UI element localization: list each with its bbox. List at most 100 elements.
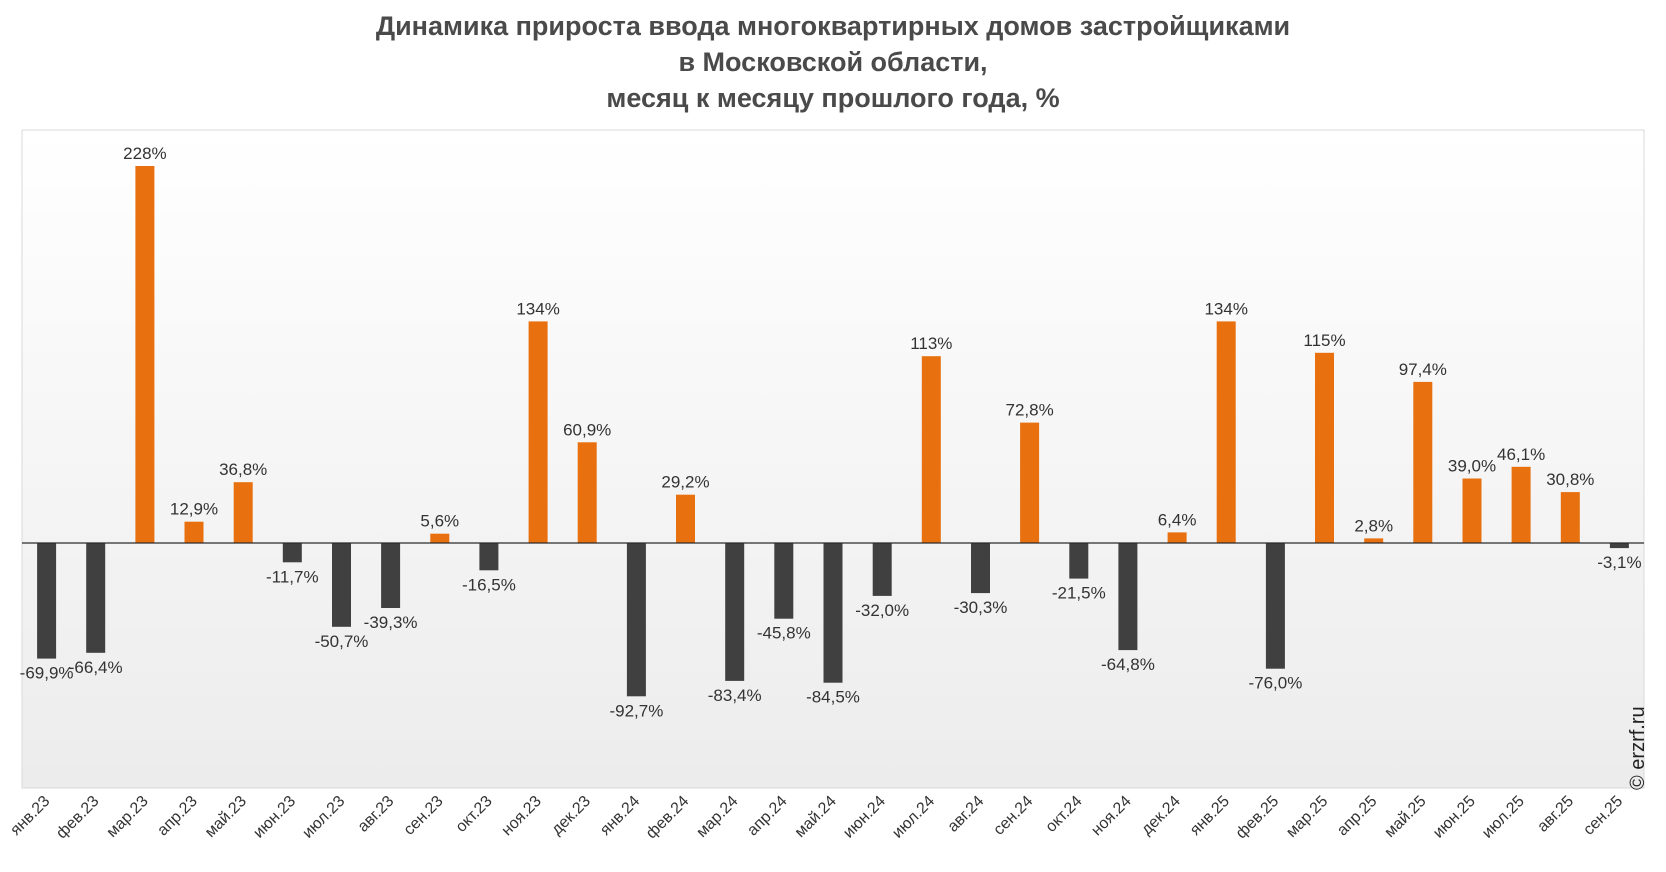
- x-tick-label-авг.24: авг.24: [945, 793, 988, 836]
- data-label-сен.23: 5,6%: [420, 512, 459, 531]
- data-label-июл.25: 46,1%: [1497, 445, 1545, 464]
- x-tick-label-янв.23: янв.23: [7, 793, 53, 839]
- bar-июн.23: [282, 543, 302, 563]
- data-label-апр.25: 2,8%: [1354, 516, 1393, 535]
- data-label-авг.25: 30,8%: [1546, 470, 1594, 489]
- x-tick-labels-layer: янв.23 фев.23 мар.23 апр.23 май.23 июн.23 июл.…: [7, 793, 1626, 842]
- bar-июл.24: [921, 356, 941, 543]
- bar-дек.24: [1167, 532, 1187, 543]
- bar-мар.25: [1315, 352, 1334, 543]
- x-tick-label-сен.25: сен.25: [1580, 793, 1626, 839]
- bar-сен.24: [1020, 422, 1040, 543]
- x-tick-label-июл.23: июл.23: [299, 793, 348, 842]
- chart-title-line-2: в Московской области,: [678, 47, 988, 77]
- watermark: © erzrf.ru: [1627, 706, 1649, 790]
- x-tick-label-фев.23: фев.23: [53, 793, 102, 842]
- bar-фев.23: [86, 543, 106, 653]
- x-tick-label-фев.25: фев.25: [1233, 793, 1282, 842]
- x-tick-label-мар.25: мар.25: [1283, 793, 1331, 841]
- bar-апр.24: [774, 543, 794, 619]
- bar-авг.25: [1560, 492, 1580, 543]
- data-label-ноя.23: 134%: [516, 299, 559, 318]
- x-tick-label-июн.24: июн.24: [840, 793, 889, 842]
- data-label-мар.25: 115%: [1303, 331, 1345, 350]
- x-tick-label-ноя.24: ноя.24: [1088, 793, 1134, 839]
- x-tick-label-мар.24: мар.24: [693, 793, 741, 841]
- data-label-авг.24: -30,3%: [954, 598, 1008, 617]
- bar-дек.23: [577, 442, 597, 543]
- bar-окт.23: [479, 543, 499, 571]
- chart-title: Динамика прироста ввода многоквартирных …: [0, 8, 1666, 116]
- data-label-дек.23: 60,9%: [563, 420, 611, 439]
- x-tick-label-авг.23: авг.23: [355, 793, 398, 836]
- x-tick-label-июл.24: июл.24: [889, 793, 938, 842]
- data-label-янв.24: -92,7%: [609, 701, 663, 720]
- bar-фев.24: [676, 494, 695, 543]
- data-label-фев.24: 29,2%: [661, 473, 709, 492]
- bar-июл.23: [332, 543, 351, 627]
- data-label-дек.24: 6,4%: [1158, 510, 1197, 529]
- bar-янв.24: [626, 543, 646, 697]
- bar-янв.23: [37, 543, 57, 659]
- bar-авг.23: [381, 543, 401, 608]
- x-tick-label-авг.25: авг.25: [1534, 793, 1577, 836]
- bar-июн.25: [1462, 478, 1482, 543]
- data-label-окт.24: -21,5%: [1052, 584, 1106, 603]
- x-tick-label-май.25: май.25: [1381, 793, 1429, 841]
- bar-май.23: [233, 482, 253, 543]
- bar-июл.25: [1511, 466, 1531, 543]
- data-label-окт.23: -16,5%: [462, 575, 516, 594]
- data-label-июн.25: 39,0%: [1448, 457, 1496, 476]
- x-tick-label-апр.25: апр.25: [1334, 793, 1381, 840]
- x-tick-label-сен.23: сен.23: [401, 793, 447, 839]
- data-label-май.24: -84,5%: [806, 688, 860, 707]
- bar-май.24: [823, 543, 843, 683]
- x-tick-label-апр.24: апр.24: [744, 793, 791, 840]
- x-tick-label-сен.24: сен.24: [990, 793, 1036, 839]
- x-tick-label-июл.25: июл.25: [1479, 793, 1528, 842]
- data-label-июн.24: -32,0%: [855, 601, 909, 620]
- x-tick-label-янв.24: янв.24: [597, 793, 643, 839]
- bars-layer: [37, 166, 1629, 697]
- x-tick-label-мар.23: мар.23: [104, 793, 152, 841]
- data-label-янв.23: -69,9%: [20, 664, 74, 683]
- bar-июн.24: [872, 543, 892, 596]
- bar-апр.25: [1364, 538, 1384, 543]
- x-tick-label-июн.25: июн.25: [1430, 793, 1479, 842]
- x-tick-label-фев.24: фев.24: [643, 793, 692, 842]
- x-tick-label-июн.23: июн.23: [250, 793, 299, 842]
- bar-мар.24: [725, 543, 745, 681]
- x-tick-label-янв.25: янв.25: [1187, 793, 1233, 839]
- bar-окт.24: [1069, 543, 1089, 579]
- bar-сен.23: [430, 533, 450, 543]
- data-label-июл.23: -50,7%: [315, 632, 369, 651]
- data-label-ноя.24: -64,8%: [1101, 655, 1155, 674]
- chart-title-line-1: Динамика прироста ввода многоквартирных …: [375, 11, 1291, 41]
- data-label-июл.24: 113%: [910, 334, 952, 353]
- x-tick-label-дек.24: дек.24: [1138, 793, 1184, 839]
- data-label-авг.23: -39,3%: [364, 613, 418, 632]
- data-label-сен.24: 72,8%: [1005, 401, 1053, 420]
- bar-ноя.24: [1118, 543, 1138, 651]
- data-label-май.25: 97,4%: [1399, 360, 1447, 379]
- data-label-фев.25: -76,0%: [1248, 674, 1302, 693]
- x-tick-label-май.24: май.24: [792, 793, 840, 841]
- data-label-июн.23: -11,7%: [266, 567, 319, 586]
- data-label-мар.24: -83,4%: [708, 686, 762, 705]
- x-tick-label-май.23: май.23: [202, 793, 250, 841]
- bar-сен.25: [1609, 543, 1629, 549]
- data-label-фев.23: -66,4%: [69, 658, 123, 677]
- x-tick-label-окт.23: окт.23: [453, 793, 496, 836]
- x-tick-label-апр.23: апр.23: [154, 793, 201, 840]
- data-label-апр.24: -45,8%: [757, 624, 811, 643]
- data-label-янв.25: 134%: [1204, 299, 1247, 318]
- data-label-сен.25: -3,1%: [1597, 553, 1641, 572]
- data-labels-layer: -69,9%-66,4%228%12,9%36,8%-11,7%-50,7%-3…: [20, 144, 1642, 720]
- bar-авг.24: [971, 543, 990, 594]
- x-tick-label-ноя.23: ноя.23: [499, 793, 545, 839]
- bar-ноя.23: [528, 321, 548, 543]
- bar-мар.23: [135, 166, 155, 543]
- data-label-май.23: 36,8%: [219, 460, 267, 479]
- bar-апр.23: [184, 521, 204, 543]
